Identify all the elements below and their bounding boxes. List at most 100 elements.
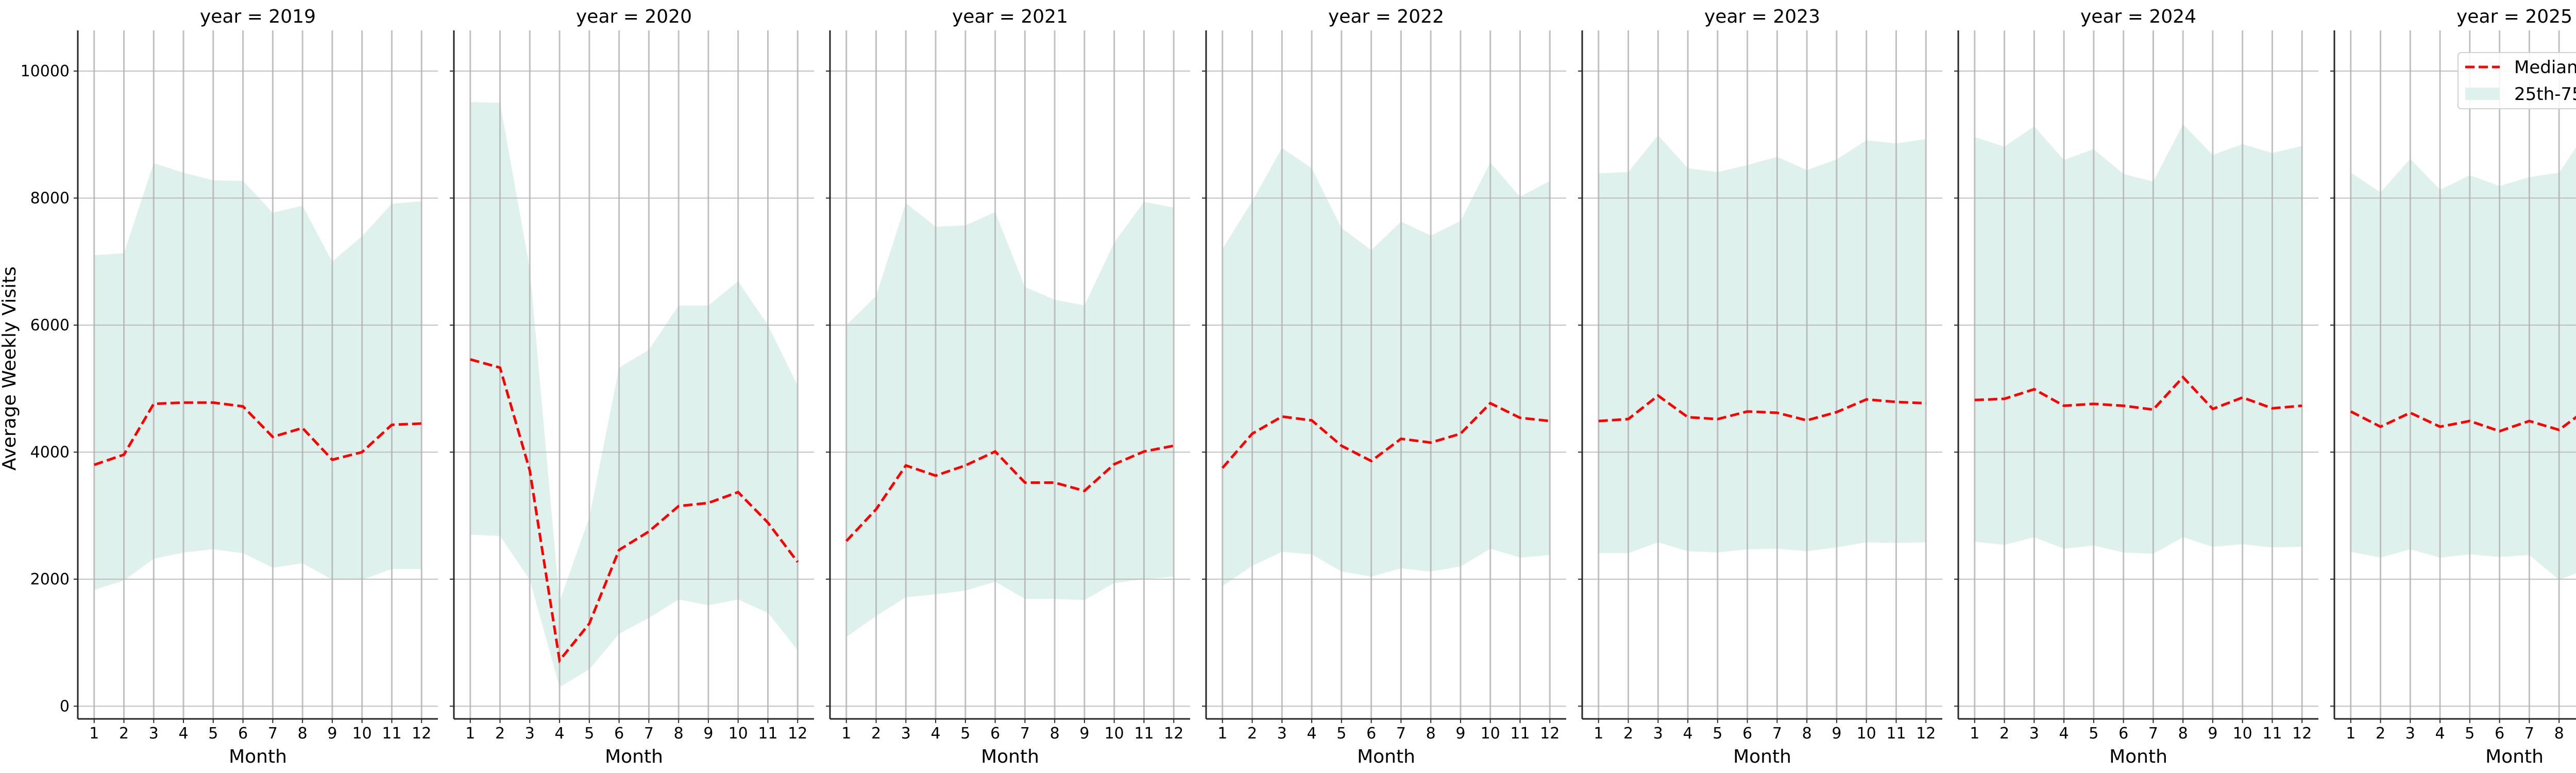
x-tick-label: 1 — [1217, 725, 1227, 743]
x-tick-label: 1 — [841, 725, 851, 743]
x-tick-label: 8 — [1426, 725, 1436, 743]
x-tick-label: 3 — [901, 725, 911, 743]
x-tick-label: 11 — [1886, 725, 1906, 743]
percentile-band — [846, 201, 1174, 637]
x-tick-label: 5 — [960, 725, 970, 743]
y-tick-label: 10000 — [21, 62, 70, 80]
x-tick-label: 3 — [1277, 725, 1287, 743]
facet-title: year = 2020 — [576, 6, 692, 27]
median-line — [2350, 410, 2576, 433]
x-tick-label: 11 — [2262, 725, 2282, 743]
legend-band-label: 25th-75th Percentile — [2514, 84, 2576, 105]
x-tick-label: 10 — [2233, 725, 2252, 743]
x-tick-label: 6 — [2119, 725, 2128, 743]
x-tick-label: 2 — [119, 725, 129, 743]
x-tick-label: 2 — [2376, 725, 2385, 743]
x-tick-label: 11 — [382, 725, 401, 743]
x-tick-label: 8 — [1802, 725, 1812, 743]
x-tick-label: 7 — [644, 725, 654, 743]
x-tick-label: 8 — [1050, 725, 1060, 743]
x-tick-label: 1 — [1970, 725, 1979, 743]
x-tick-label: 6 — [238, 725, 248, 743]
x-tick-label: 3 — [149, 725, 159, 743]
x-tick-label: 3 — [2405, 725, 2415, 743]
x-axis-label: Month — [2485, 746, 2544, 767]
x-tick-label: 8 — [2554, 725, 2564, 743]
x-tick-label: 5 — [2089, 725, 2098, 743]
facet-title: year = 2024 — [2080, 6, 2196, 27]
x-axis-label: Month — [1357, 746, 1415, 767]
y-axis-label: Average Weekly Visits — [0, 266, 20, 470]
x-tick-label: 7 — [2524, 725, 2534, 743]
median-line — [845, 444, 1174, 542]
x-tick-label: 10 — [1105, 725, 1124, 743]
x-tick-label: 12 — [788, 725, 807, 743]
legend-median-label: Median — [2514, 57, 2576, 78]
median-line — [1221, 401, 1550, 469]
x-tick-label: 7 — [1020, 725, 1030, 743]
y-tick-label: 0 — [60, 697, 70, 715]
x-tick-label: 11 — [758, 725, 777, 743]
y-tick-label: 2000 — [30, 570, 70, 589]
x-tick-label: 4 — [931, 725, 941, 743]
x-tick-label: 4 — [1307, 725, 1317, 743]
x-tick-label: 9 — [2208, 725, 2217, 743]
x-axis-label: Month — [2109, 746, 2167, 767]
facet-title: year = 2021 — [952, 6, 1068, 27]
x-tick-label: 10 — [352, 725, 372, 743]
x-tick-label: 6 — [614, 725, 624, 743]
y-tick-label: 6000 — [30, 316, 70, 334]
x-tick-label: 12 — [2292, 725, 2312, 743]
percentile-band — [94, 163, 422, 590]
x-tick-label: 1 — [465, 725, 475, 743]
facet-title: year = 2023 — [1704, 6, 1820, 27]
x-tick-label: 3 — [2029, 725, 2039, 743]
x-axis-label: Month — [1733, 746, 1791, 767]
x-tick-label: 2 — [1623, 725, 1633, 743]
x-tick-label: 9 — [1832, 725, 1841, 743]
x-axis-label: Month — [229, 746, 287, 767]
facet-title: year = 2019 — [200, 6, 316, 27]
percentile-band — [1222, 148, 1550, 586]
x-tick-label: 4 — [555, 725, 565, 743]
x-tick-label: 6 — [990, 725, 1000, 743]
x-tick-label: 9 — [1455, 725, 1465, 743]
median-line — [470, 358, 799, 664]
x-tick-label: 1 — [2346, 725, 2355, 743]
x-tick-label: 5 — [2465, 725, 2475, 743]
legend-band-swatch — [2465, 88, 2500, 100]
x-tick-label: 4 — [179, 725, 189, 743]
percentile-band — [1598, 135, 1926, 553]
median-line — [1974, 375, 2302, 411]
x-tick-label: 7 — [1772, 725, 1782, 743]
x-tick-label: 7 — [268, 725, 278, 743]
x-tick-label: 9 — [703, 725, 713, 743]
x-tick-label: 6 — [1742, 725, 1752, 743]
x-tick-label: 2 — [495, 725, 505, 743]
x-tick-label: 8 — [2178, 725, 2188, 743]
x-tick-label: 2 — [1999, 725, 2009, 743]
x-tick-label: 5 — [584, 725, 594, 743]
x-tick-label: 5 — [1713, 725, 1722, 743]
x-tick-label: 10 — [1857, 725, 1876, 743]
x-tick-label: 7 — [1396, 725, 1406, 743]
x-tick-label: 11 — [1134, 725, 1154, 743]
x-tick-label: 10 — [1481, 725, 1500, 743]
x-tick-label: 9 — [1079, 725, 1089, 743]
x-tick-label: 2 — [871, 725, 881, 743]
x-tick-label: 8 — [674, 725, 684, 743]
x-tick-label: 8 — [298, 725, 308, 743]
x-tick-label: 12 — [1540, 725, 1560, 743]
x-tick-label: 2 — [1247, 725, 1257, 743]
x-tick-label: 12 — [412, 725, 431, 743]
x-tick-label: 3 — [525, 725, 535, 743]
x-tick-label: 10 — [728, 725, 748, 743]
percentile-band — [470, 102, 798, 687]
